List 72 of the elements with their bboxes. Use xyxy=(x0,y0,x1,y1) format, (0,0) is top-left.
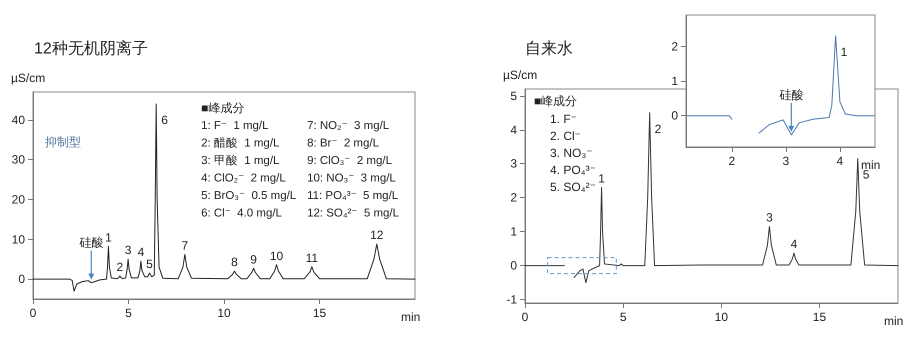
annotation: 6: Cl⁻ 4.0 mg/L xyxy=(201,208,283,220)
annotation: 9: ClO₃⁻ 2 mg/L xyxy=(307,155,393,167)
annotation: 1. F⁻ xyxy=(550,112,578,126)
legend-title: ■峰成分 xyxy=(534,94,578,108)
x-tick-label: 5 xyxy=(125,306,132,320)
x-tick-label: 15 xyxy=(312,306,326,320)
annotation: 5 xyxy=(862,168,870,182)
x-tick-label: 5 xyxy=(620,310,627,324)
y-tick-label: -1 xyxy=(506,292,518,307)
x-tick-label: 0 xyxy=(522,310,529,324)
y-tick-label: 10 xyxy=(12,232,26,246)
annotation: 1: F⁻ 1 mg/L xyxy=(201,120,270,132)
chart-title: 12种无机阴离子 xyxy=(34,40,148,58)
y-tick-label: 0 xyxy=(671,108,678,123)
annotation: 9 xyxy=(250,252,258,266)
annotation: 2 xyxy=(654,122,662,136)
annotation: 4 xyxy=(138,245,145,260)
y-tick-label: 2 xyxy=(671,39,678,54)
annotation: 11 xyxy=(306,250,318,265)
x-tick-label: 0 xyxy=(30,306,37,320)
annotation: 3 xyxy=(124,243,132,258)
y-tick-label: 0 xyxy=(18,272,26,286)
y-tick-label: 30 xyxy=(12,152,26,167)
y-axis-title: µS/cm xyxy=(11,71,46,85)
annotation: 3: 甲酸 1 mg/L xyxy=(201,154,280,167)
annotation: 8 xyxy=(231,255,238,270)
x-tick-label: 10 xyxy=(217,306,231,320)
annotation: 12: SO₄²⁻ 5 mg/L xyxy=(307,208,400,220)
annotation: 5 xyxy=(146,257,154,272)
annotation: 12 xyxy=(370,228,384,242)
y-tick-label: 4 xyxy=(510,122,518,137)
y-tick-label: 40 xyxy=(12,112,26,127)
x-axis-title: min xyxy=(884,314,904,328)
line-series xyxy=(32,103,416,292)
annotation: 3 xyxy=(766,210,774,225)
y-tick-label: 20 xyxy=(12,192,26,206)
x-tick-label: 3 xyxy=(782,154,790,168)
x-tick-label: 4 xyxy=(836,154,844,168)
annotation: 3. NO₃⁻ xyxy=(550,146,593,160)
annotation: 5: BrO₃⁻ 0.5 mg/L xyxy=(201,190,297,202)
annotation: 1 xyxy=(840,44,848,59)
y-tick-label: 2 xyxy=(510,190,518,205)
annotation: 7 xyxy=(182,238,188,252)
x-axis-title: min xyxy=(401,310,420,324)
chart-title: 自来水 xyxy=(525,40,573,58)
annotation: 硅酸 xyxy=(778,88,804,102)
x-tick-label: 2 xyxy=(728,154,736,168)
annotation: 11: PO₄³⁻ 5 mg/L xyxy=(307,190,399,202)
y-tick-label: 1 xyxy=(671,74,678,88)
annotation: 8: Br⁻ 2 mg/L xyxy=(307,138,380,150)
annotation: 2 xyxy=(116,260,124,274)
annotation: 10 xyxy=(270,248,284,263)
y-tick-label: 5 xyxy=(510,88,518,103)
annotation: 10: NO₃⁻ 3 mg/L xyxy=(307,172,396,184)
annotation: 6 xyxy=(161,112,168,127)
y-tick-label: 0 xyxy=(510,258,518,273)
annotation: 1 xyxy=(105,230,112,244)
annotation: 7: NO₂⁻ 3 mg/L xyxy=(307,120,390,132)
text: 抑制型 xyxy=(45,135,81,149)
annotation: 硅酸 xyxy=(78,236,104,250)
annotation: 4 xyxy=(790,237,798,252)
annotation: 1 xyxy=(598,172,606,186)
annotation: 4: ClO₂⁻ 2 mg/L xyxy=(201,172,286,184)
y-axis-title: µS/cm xyxy=(503,68,538,82)
x-tick-label: 10 xyxy=(714,310,728,324)
annotation: 2: 醋酸 1 mg/L xyxy=(201,136,280,150)
legend-title: ■峰成分 xyxy=(201,101,244,115)
annotation: 5. SO₄²⁻ xyxy=(550,180,596,194)
y-tick-label: 1 xyxy=(510,224,518,239)
annotation: 2. Cl⁻ xyxy=(550,129,582,143)
annotation: 4. PO₄³⁻ xyxy=(550,163,596,177)
x-tick-label: 15 xyxy=(812,310,826,324)
